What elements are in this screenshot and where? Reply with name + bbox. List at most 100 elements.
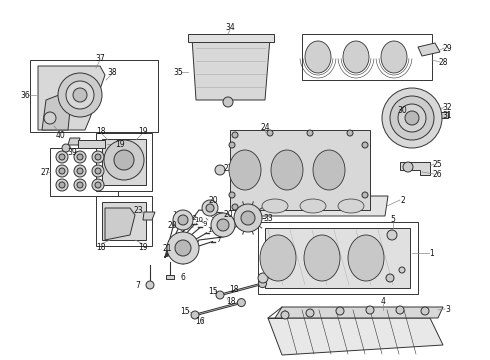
Circle shape xyxy=(95,168,101,174)
Text: 30: 30 xyxy=(397,105,407,114)
Bar xyxy=(302,34,432,80)
Bar xyxy=(50,148,118,196)
Ellipse shape xyxy=(300,199,326,213)
Circle shape xyxy=(92,151,104,163)
Circle shape xyxy=(92,165,104,177)
Polygon shape xyxy=(143,212,155,220)
Circle shape xyxy=(232,132,238,138)
Circle shape xyxy=(229,192,235,198)
Circle shape xyxy=(307,205,313,211)
Text: 18: 18 xyxy=(226,297,236,306)
Text: 37: 37 xyxy=(95,54,105,63)
Text: 19: 19 xyxy=(115,140,125,149)
Bar xyxy=(96,196,152,246)
Polygon shape xyxy=(38,66,105,130)
Circle shape xyxy=(215,165,225,175)
Circle shape xyxy=(390,96,434,140)
Circle shape xyxy=(191,311,199,319)
Circle shape xyxy=(229,142,235,148)
Text: 25: 25 xyxy=(432,159,442,168)
Circle shape xyxy=(77,168,83,174)
Circle shape xyxy=(175,240,191,256)
Circle shape xyxy=(167,232,199,264)
Circle shape xyxy=(62,144,70,152)
Circle shape xyxy=(306,309,314,317)
Polygon shape xyxy=(400,162,430,175)
Circle shape xyxy=(211,213,235,237)
Circle shape xyxy=(241,211,255,225)
Circle shape xyxy=(59,168,65,174)
Ellipse shape xyxy=(304,235,340,281)
Circle shape xyxy=(95,182,101,188)
Ellipse shape xyxy=(229,150,261,190)
Bar xyxy=(96,133,152,191)
Polygon shape xyxy=(166,275,174,279)
Circle shape xyxy=(216,291,224,299)
Circle shape xyxy=(232,204,238,210)
Text: 29: 29 xyxy=(442,44,452,53)
Text: 38: 38 xyxy=(107,68,117,77)
Circle shape xyxy=(347,204,353,210)
Ellipse shape xyxy=(343,41,369,73)
Circle shape xyxy=(56,165,68,177)
Polygon shape xyxy=(102,139,146,185)
Text: 15: 15 xyxy=(208,287,218,296)
Polygon shape xyxy=(105,208,135,240)
Ellipse shape xyxy=(305,41,331,73)
Circle shape xyxy=(92,179,104,191)
Text: 10: 10 xyxy=(194,217,203,223)
Circle shape xyxy=(173,210,193,230)
Polygon shape xyxy=(68,138,80,145)
Polygon shape xyxy=(42,90,72,130)
Text: 15: 15 xyxy=(180,306,190,315)
Circle shape xyxy=(58,73,102,117)
Circle shape xyxy=(281,311,289,319)
Text: 18: 18 xyxy=(229,285,239,294)
Circle shape xyxy=(202,200,218,216)
Polygon shape xyxy=(192,302,245,315)
Circle shape xyxy=(382,88,442,148)
Text: 1: 1 xyxy=(430,248,434,257)
Circle shape xyxy=(73,88,87,102)
Text: 32: 32 xyxy=(442,103,452,112)
Text: 40: 40 xyxy=(55,131,65,140)
Ellipse shape xyxy=(348,235,384,281)
Polygon shape xyxy=(268,318,443,355)
Circle shape xyxy=(59,154,65,160)
Polygon shape xyxy=(440,112,448,118)
Circle shape xyxy=(386,274,394,282)
Circle shape xyxy=(223,97,233,107)
Polygon shape xyxy=(102,202,146,240)
Text: 18: 18 xyxy=(96,126,106,135)
Polygon shape xyxy=(265,228,410,288)
Circle shape xyxy=(396,306,404,314)
Circle shape xyxy=(217,219,229,231)
Circle shape xyxy=(56,179,68,191)
Text: 19: 19 xyxy=(138,126,148,135)
Circle shape xyxy=(421,307,429,315)
Text: 27: 27 xyxy=(40,167,50,176)
Circle shape xyxy=(74,179,86,191)
Polygon shape xyxy=(275,307,443,318)
Text: 23: 23 xyxy=(133,206,143,215)
Circle shape xyxy=(336,307,344,315)
Text: 20: 20 xyxy=(167,220,177,230)
Text: 14: 14 xyxy=(180,212,189,218)
Text: 7: 7 xyxy=(136,280,141,289)
Circle shape xyxy=(77,154,83,160)
Text: 7: 7 xyxy=(216,237,220,243)
Text: 16: 16 xyxy=(195,318,205,327)
Text: 19: 19 xyxy=(138,243,148,252)
Ellipse shape xyxy=(260,235,296,281)
Text: 3: 3 xyxy=(445,305,450,314)
Circle shape xyxy=(398,104,426,132)
Ellipse shape xyxy=(271,150,303,190)
Circle shape xyxy=(146,281,154,289)
Circle shape xyxy=(59,182,65,188)
Text: 33: 33 xyxy=(263,213,273,222)
Ellipse shape xyxy=(381,41,407,73)
Polygon shape xyxy=(418,43,440,56)
Polygon shape xyxy=(78,140,105,148)
Text: 9: 9 xyxy=(202,221,207,226)
Circle shape xyxy=(56,151,68,163)
